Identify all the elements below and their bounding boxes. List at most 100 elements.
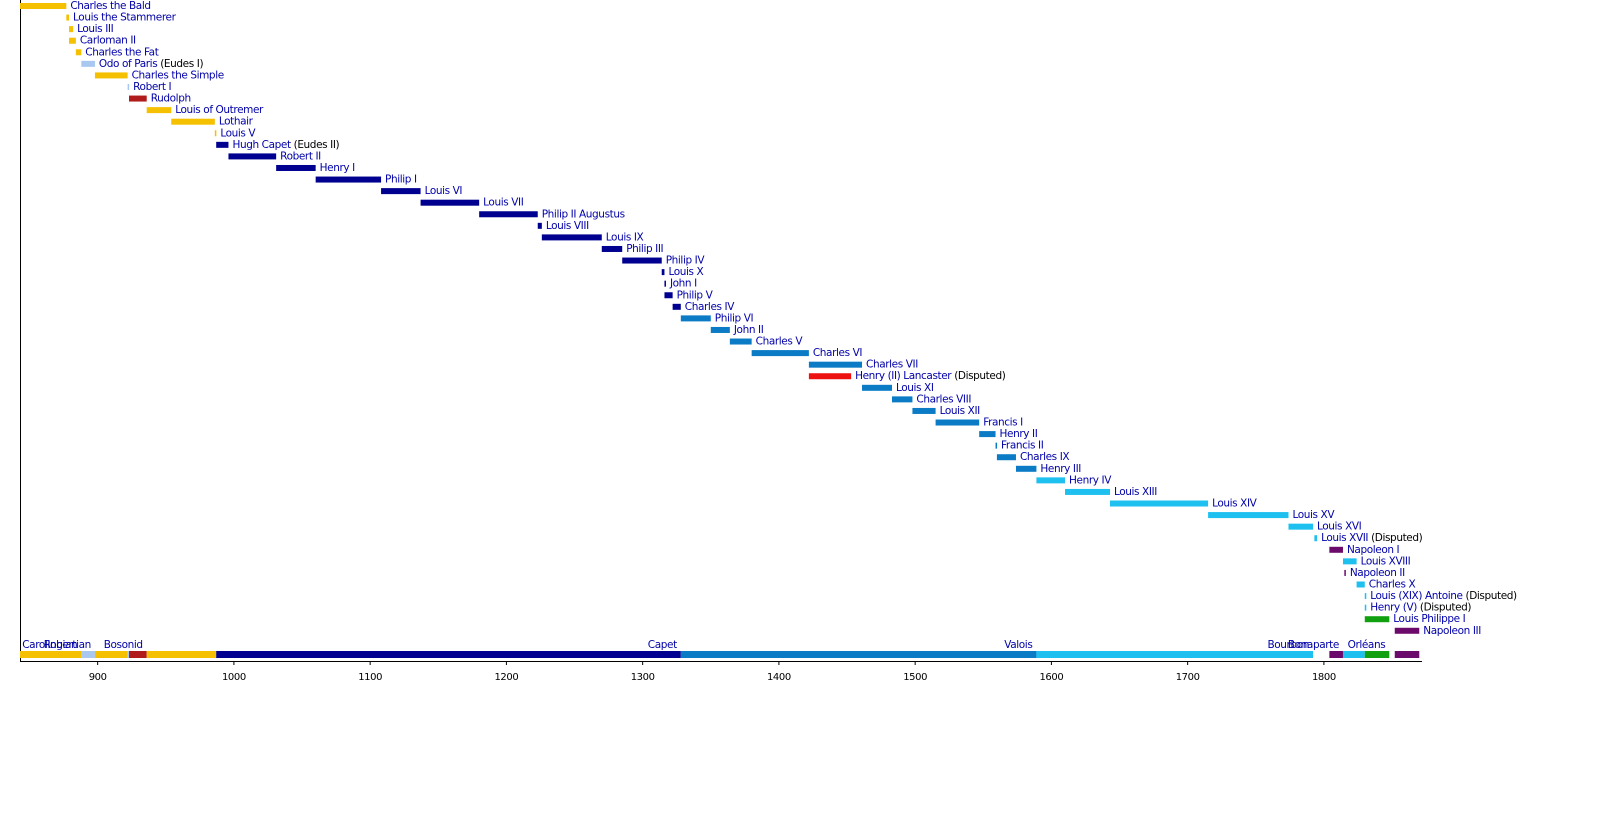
reign-bar [661, 269, 665, 276]
monarch-name: Charles VI [813, 347, 863, 359]
reign-bar [862, 384, 892, 391]
reign-bar [128, 95, 147, 102]
reign-bar [75, 49, 82, 56]
reign-bar [1109, 500, 1209, 507]
monarch-name: Francis II [1001, 440, 1044, 452]
reign-label: Odo of Paris (Eudes I) [99, 58, 204, 70]
reign-bar [672, 303, 681, 310]
monarch-name: John I [669, 278, 697, 290]
dynasty-bar [146, 651, 217, 658]
reign-bar [94, 72, 128, 79]
reign-bar [1364, 604, 1367, 611]
reign-bar [69, 37, 76, 44]
monarch-name: Henry IV [1069, 474, 1112, 486]
dynasty-bar [81, 651, 95, 658]
reign-label: Francis I [983, 417, 1023, 429]
reign-label: Louis VI [425, 185, 463, 197]
reign-bar [228, 153, 277, 160]
monarch-name: Louis V [220, 127, 256, 139]
monarch-name: Louis XIV [1212, 498, 1258, 510]
reign-label: Louis X [668, 266, 703, 278]
reign-label: Charles IX [1020, 451, 1069, 463]
x-tick-label: 1800 [1312, 672, 1336, 683]
monarch-name: Napoleon III [1423, 625, 1481, 637]
monarch-name: Louis of Outremer [175, 104, 264, 116]
monarch-name: Louis XVIII [1361, 555, 1411, 567]
monarch-name: Henry I [320, 162, 355, 174]
reign-bar [664, 292, 673, 299]
reign-bar [171, 118, 215, 125]
reign-label: Charles VIII [916, 393, 971, 405]
reign-bar [1208, 512, 1289, 519]
reign-bar [710, 326, 730, 333]
reign-bar [1364, 593, 1367, 600]
reign-label: Louis the Stammerer [73, 12, 177, 24]
reign-bar [808, 361, 863, 368]
dynasty-label: Robertian [44, 639, 91, 651]
x-tick-label: 1400 [767, 672, 791, 683]
dynasty-bar [128, 651, 147, 658]
reign-label: Louis III [77, 23, 113, 35]
monarch-name: Odo of Paris [99, 58, 157, 70]
reign-label: Francis II [1001, 440, 1044, 452]
reign-bar [912, 407, 936, 414]
reign-bar [69, 26, 74, 33]
reign-bar [127, 83, 130, 90]
reign-bar [935, 419, 980, 426]
reign-bar [81, 60, 95, 67]
monarch-name: Louis XII [940, 405, 981, 417]
dynasty-label: Bourbon [1267, 639, 1309, 651]
reign-label: Charles the Bald [70, 0, 150, 12]
dynasty-label: Capet [648, 639, 677, 651]
reign-label: Philip I [385, 174, 417, 186]
dynasty-bar [94, 651, 128, 658]
reign-bar [995, 442, 998, 449]
reign-bar [479, 211, 538, 218]
reign-bar [622, 257, 662, 264]
dynasty-bar [1364, 651, 1390, 658]
monarch-name: Louis XV [1292, 509, 1335, 521]
monarch-name: Charles X [1369, 579, 1416, 591]
reign-label: Louis VII [483, 197, 524, 209]
reign-label: Napoleon III [1423, 625, 1481, 637]
monarch-name: Louis IX [606, 231, 644, 243]
reign-label: Charles VII [866, 359, 918, 371]
reign-label: Louis of Outremer [175, 104, 264, 116]
reign-bar [541, 234, 602, 241]
x-tick-label: 1000 [222, 672, 246, 683]
reign-bar [979, 431, 996, 438]
monarch-name: Hugh Capet [232, 139, 290, 151]
monarch-name: Charles VII [866, 359, 918, 371]
reign-label: John I [669, 278, 697, 290]
reign-bar [1314, 535, 1318, 542]
monarch-name: Louis III [77, 23, 113, 35]
dynasty-bar [127, 651, 129, 658]
reign-label: Louis Philippe I [1393, 613, 1465, 625]
reign-bar [996, 454, 1016, 461]
monarch-name: Carloman II [80, 35, 136, 47]
x-tick-label: 1500 [903, 672, 927, 683]
reign-bar [1288, 523, 1314, 530]
monarch-name: Louis Philippe I [1393, 613, 1465, 625]
monarch-name: Charles IV [685, 301, 735, 313]
monarch-name: Charles VIII [916, 393, 971, 405]
reign-bar [276, 164, 316, 171]
reign-bar [214, 130, 217, 137]
reign-bar [216, 141, 229, 148]
monarch-name: Philip II Augustus [542, 208, 625, 220]
reign-bar [680, 315, 711, 322]
reign-label: Charles VI [813, 347, 863, 359]
reign-bar [1344, 569, 1346, 576]
monarch-name: Louis XI [896, 382, 934, 394]
x-tick-label: 1600 [1039, 672, 1063, 683]
reign-label: Philip III [626, 243, 663, 255]
monarch-note: (Disputed) [1371, 532, 1423, 544]
reign-bar [751, 350, 809, 357]
monarch-note: (Eudes I) [160, 58, 203, 70]
reign-label: Henry I [320, 162, 355, 174]
reign-bar [420, 199, 480, 206]
dynasty-label: Orléans [1348, 639, 1386, 651]
monarch-name: John II [733, 324, 764, 336]
monarch-name: Philip IV [666, 255, 706, 267]
